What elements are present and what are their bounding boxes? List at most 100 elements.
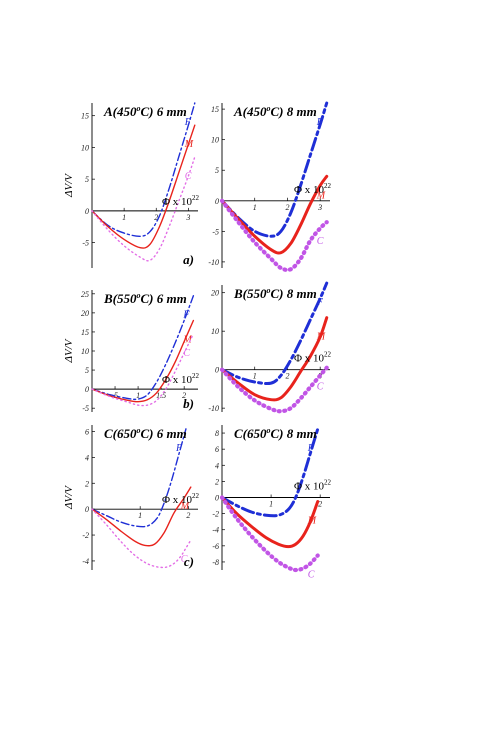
series-line-M: [220, 316, 329, 402]
x-tick-label: 2: [182, 391, 186, 400]
panel-title: A(450oC) 6 mm: [103, 104, 187, 119]
y-tick-label: 0: [85, 207, 89, 216]
y-axis-label: ΔV/V: [63, 338, 75, 363]
y-tick-label: 10: [81, 143, 89, 152]
y-tick-label: 4: [215, 461, 219, 470]
x-tick-label: 3: [185, 213, 190, 222]
series-label-C: C: [308, 570, 315, 581]
y-tick-label: 8: [215, 429, 219, 438]
series-label-F: F: [182, 310, 190, 321]
y-tick-label: 6: [215, 445, 219, 454]
series-label-C: C: [317, 382, 324, 393]
y-tick-label: 15: [211, 105, 219, 114]
x-tick-label: 3: [317, 203, 322, 212]
series-line-M: [91, 319, 195, 403]
row-label: a): [183, 252, 194, 267]
y-tick-label: -10: [208, 258, 219, 267]
y-tick-label: -5: [212, 227, 219, 236]
x-axis-label: Φ x 1022: [162, 372, 200, 386]
x-axis-label: Φ x 1022: [294, 182, 332, 196]
series-line-M: [220, 496, 320, 549]
y-tick-label: -8: [212, 558, 219, 567]
x-tick-label: 1: [122, 213, 126, 222]
y-tick-label: -6: [212, 542, 219, 551]
y-tick-label: 2: [215, 477, 219, 486]
series-line-F: [220, 281, 329, 386]
y-tick-label: -4: [212, 526, 219, 535]
series-line-C: [219, 198, 329, 273]
series-line-F: [91, 102, 196, 237]
y-tick-label: 25: [81, 290, 89, 299]
panel-title: A(450oC) 8 mm: [233, 104, 317, 119]
series-line-C: [91, 333, 195, 407]
row-label: c): [184, 554, 194, 569]
panel-title: C(650oC) 6 mm: [104, 426, 187, 441]
x-tick-label: 1: [253, 372, 257, 381]
x-tick-label: 1: [138, 511, 142, 520]
series-line-M: [91, 486, 192, 547]
series-line-C: [91, 156, 196, 262]
y-tick-label: 4: [85, 453, 89, 462]
y-tick-label: 0: [85, 505, 89, 514]
x-tick-label: 2: [318, 500, 322, 509]
y-tick-label: -4: [82, 557, 89, 566]
y-tick-label: -5: [82, 404, 89, 413]
series-line-C: [219, 495, 320, 573]
y-tick-label: 20: [211, 289, 219, 298]
y-tick-label: -10: [208, 404, 219, 413]
y-tick-label: 6: [85, 427, 89, 436]
y-tick-label: -5: [82, 239, 89, 248]
y-tick-label: 0: [85, 385, 89, 394]
panel-title: B(550oC) 6 mm: [103, 291, 187, 306]
y-tick-label: 10: [211, 136, 219, 145]
series-line-F: [91, 428, 187, 528]
y-tick-label: -2: [82, 531, 89, 540]
y-tick-label: 0: [215, 197, 219, 206]
series-line-C: [219, 365, 329, 414]
y-tick-label: 5: [85, 366, 89, 375]
row-label: b): [183, 396, 194, 411]
y-tick-label: 15: [81, 112, 89, 121]
x-tick-label: 1: [136, 391, 140, 400]
series-line-M: [91, 124, 196, 249]
x-tick-label: 2: [285, 372, 289, 381]
series-label-M: M: [307, 516, 317, 527]
series-label-M: M: [316, 332, 326, 343]
y-tick-label: 10: [211, 327, 219, 336]
series-label-F: F: [184, 117, 192, 128]
x-tick-label: 2: [154, 213, 158, 222]
series-line-F: [220, 101, 329, 238]
series-label-M: M: [182, 335, 192, 346]
x-axis-label: Φ x 1022: [162, 492, 200, 506]
series-label-M: M: [180, 501, 190, 512]
series-line-C: [91, 508, 192, 569]
y-tick-label: 5: [85, 175, 89, 184]
panel-0: -5 0 5 10 15 1 2 3 FM C A(450oC) 6 mm ΔV/V Φ x 1022 a…: [63, 102, 200, 268]
y-tick-label: 5: [215, 166, 219, 175]
series-label-C: C: [181, 554, 188, 565]
series-label-M: M: [316, 190, 326, 201]
series-label-C: C: [185, 171, 192, 182]
panel-title: B(550oC) 8 mm: [233, 286, 317, 301]
series-line-M: [220, 174, 329, 255]
panel-title: C(650oC) 8 mm: [234, 426, 317, 441]
y-tick-label: 15: [81, 328, 89, 337]
series-line-F: [220, 427, 320, 518]
y-tick-label: 20: [81, 309, 89, 318]
panel-4: -4 -2 0 2 4 6 1 2 F M C C(650oC) 6 mm ΔV/V Φ x 1022 c): [63, 425, 200, 570]
panel-1: -10 -5 0 5 10 15 1 2 3 F M C A(450oC) 8 mm Φ x 1022: [208, 101, 332, 273]
y-axis-label: ΔV/V: [63, 173, 75, 198]
y-axis-label: ΔV/V: [63, 485, 75, 510]
y-tick-label: 10: [81, 347, 89, 356]
series-label-F: F: [316, 117, 324, 128]
series-label-C: C: [183, 348, 190, 359]
x-axis-label: Φ x 1022: [294, 479, 332, 493]
x-tick-label: 2: [285, 203, 289, 212]
series-line-F: [91, 295, 195, 401]
panel-5: -8 -6 -4 -2 0 2 4 6 8 1 2 F M C C(650oC) 8 mm Φ x 1022: [212, 425, 332, 581]
y-tick-label: 0: [215, 494, 219, 503]
series-label-F: F: [175, 443, 183, 454]
